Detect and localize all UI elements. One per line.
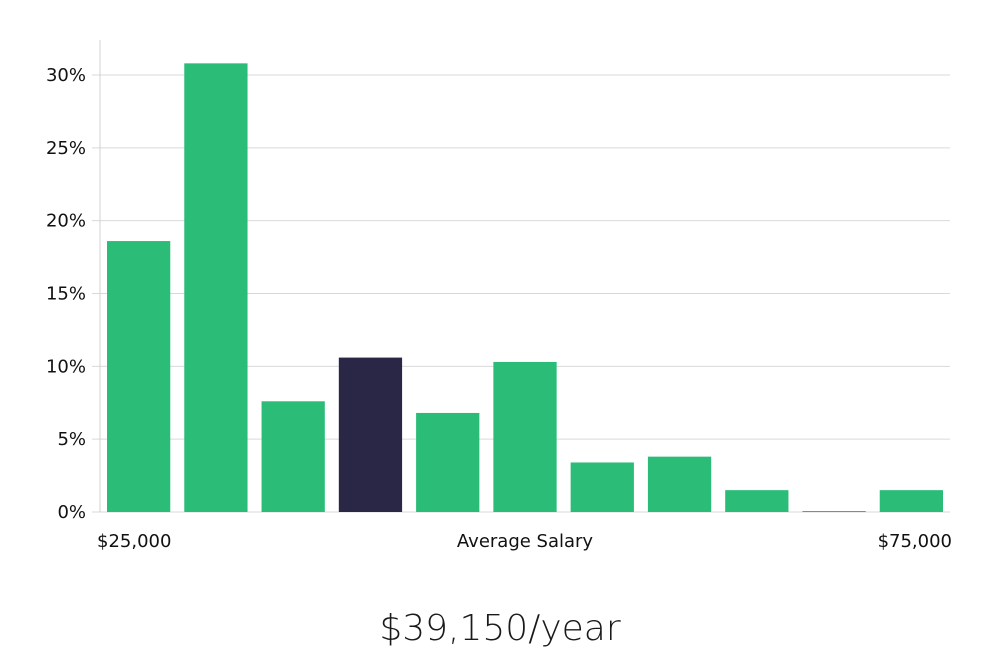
y-tick-label: 5% xyxy=(57,429,86,450)
x-axis-title: Average Salary xyxy=(457,531,594,552)
bar xyxy=(416,412,480,512)
y-tick-label: 20% xyxy=(46,211,86,232)
y-tick-label: 30% xyxy=(46,65,86,86)
bar xyxy=(570,462,634,512)
bar xyxy=(725,490,789,512)
y-tick-label: 25% xyxy=(46,138,86,159)
bar xyxy=(647,456,712,512)
x-range-max-label: $75,000 xyxy=(878,531,952,552)
x-range-min-label: $25,000 xyxy=(97,531,171,552)
average-salary-value: $39,150/year xyxy=(379,608,621,649)
bar xyxy=(184,63,248,512)
y-tick-label: 10% xyxy=(46,356,86,377)
y-axis-ticks: 0% 5% 10% 15% 20% 25% 30% xyxy=(46,65,86,523)
bar xyxy=(493,361,557,512)
bar xyxy=(802,511,866,512)
salary-histogram: 0% 5% 10% 15% 20% 25% 30% $25,000 Average Sala… xyxy=(46,40,952,552)
bars xyxy=(107,63,943,512)
bar xyxy=(879,490,943,512)
bar-highlighted xyxy=(338,357,403,512)
bar xyxy=(107,241,171,512)
bar xyxy=(261,401,325,512)
y-tick-label: 15% xyxy=(46,284,86,305)
y-tick-label: 0% xyxy=(57,502,86,523)
